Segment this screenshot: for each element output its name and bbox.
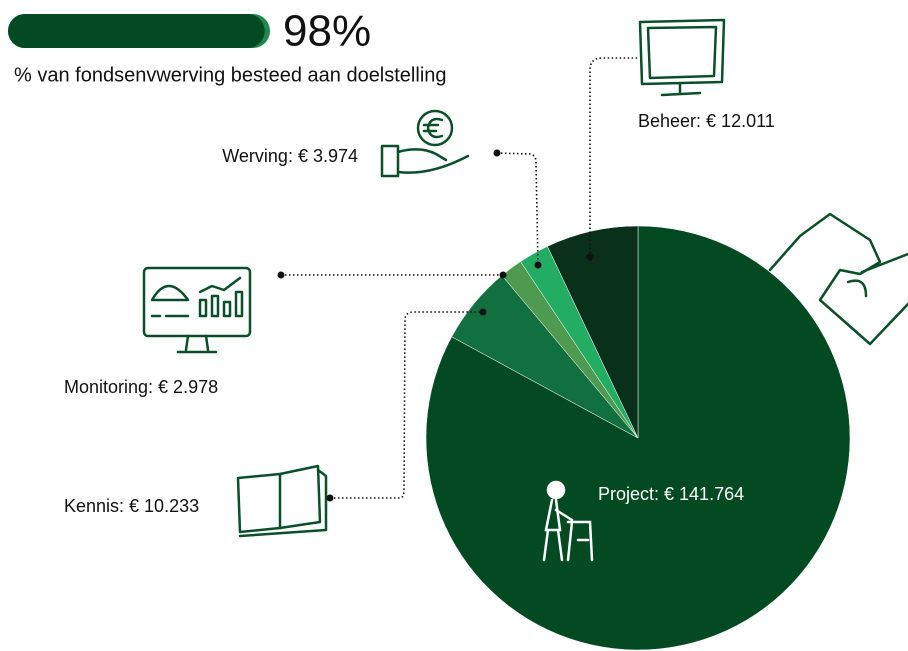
slice-label: Kennis: € 10.233 — [64, 496, 199, 516]
monitor-icon — [638, 18, 726, 97]
connector-dot — [534, 261, 542, 269]
progress-caption: % van fondsenvwerving besteed aan doelst… — [14, 64, 447, 86]
pie-slice — [425, 225, 851, 651]
connector-dot — [499, 271, 507, 279]
slice-label: Monitoring: € 2.978 — [64, 377, 218, 397]
connector — [496, 152, 539, 266]
connector-dot — [586, 253, 594, 261]
progress-label: 98% — [283, 7, 371, 56]
connector-dot — [326, 494, 334, 502]
book-icon — [236, 464, 328, 538]
euro-hand-icon — [380, 109, 470, 178]
walker-icon — [542, 480, 594, 562]
pie-slice — [547, 225, 639, 439]
icon-part — [542, 498, 594, 562]
slice-label: Beheer: € 12.011 — [638, 111, 775, 131]
connector — [330, 311, 483, 499]
connector-dot — [493, 149, 501, 157]
connector — [589, 57, 638, 257]
connector-dot — [277, 271, 285, 279]
icon-part — [546, 480, 566, 500]
dashboard-icon — [142, 266, 252, 354]
progress-fill — [8, 14, 265, 48]
slice-label: Project: € 141.764 — [598, 484, 744, 504]
connector-dot — [479, 308, 487, 316]
slice-label: Werving: € 3.974 — [222, 146, 358, 166]
money-hand-icon — [768, 212, 908, 346]
